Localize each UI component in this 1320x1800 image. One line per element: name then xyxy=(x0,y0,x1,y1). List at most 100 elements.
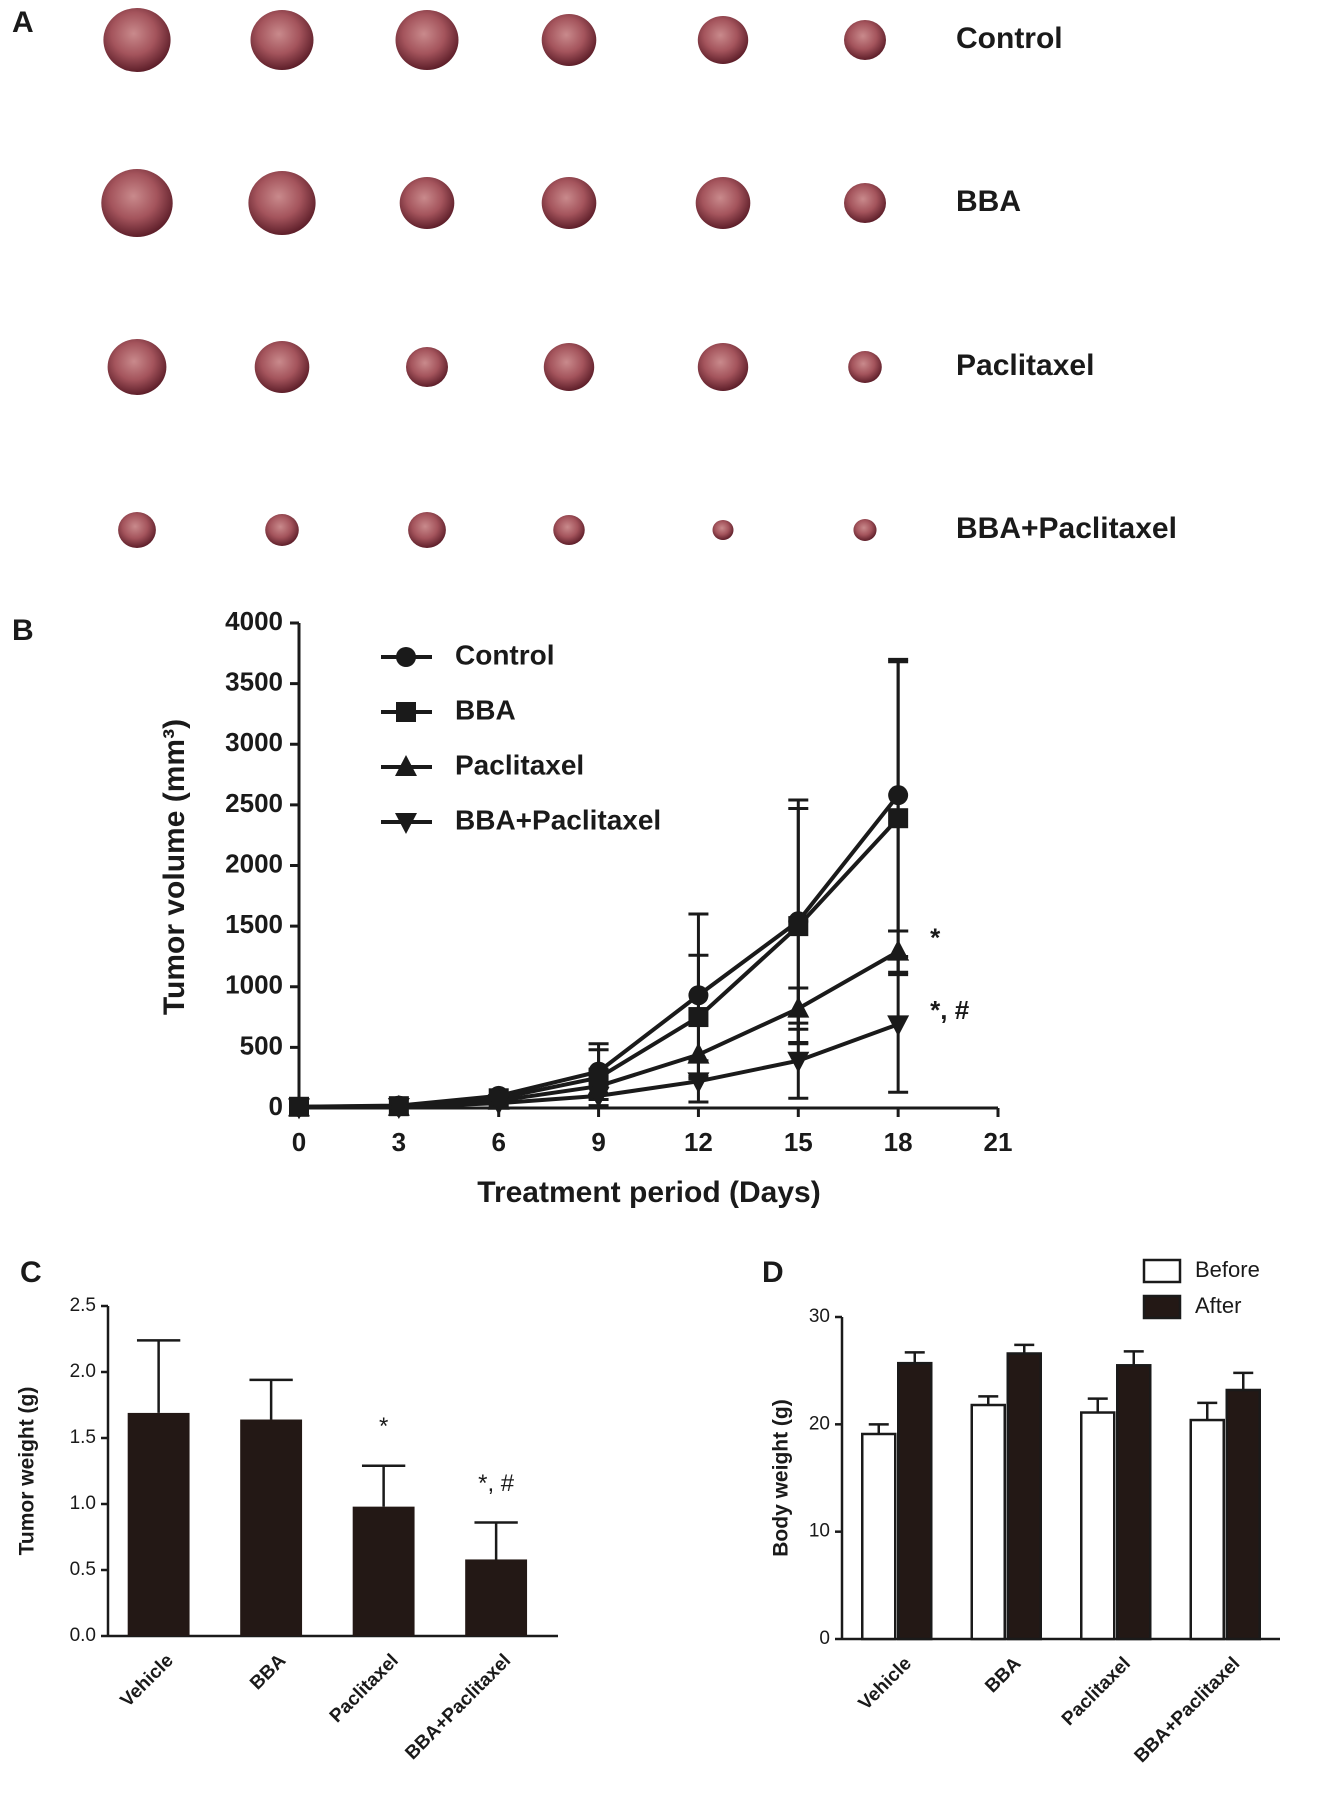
tumor-photo xyxy=(541,177,597,229)
tumor-photo xyxy=(265,514,299,546)
legend-label: BBA+Paclitaxel xyxy=(455,804,661,835)
tumor-photo xyxy=(541,14,597,66)
legend-swatch xyxy=(1142,1258,1182,1284)
error-bar xyxy=(978,1395,999,1406)
annotation: * xyxy=(379,1413,388,1440)
tumor-photo xyxy=(695,177,751,229)
panel-label: B xyxy=(12,614,34,647)
y-tick-label: 3500 xyxy=(225,667,283,697)
legend-marker xyxy=(395,755,417,776)
legend-label: Before xyxy=(1195,1257,1260,1282)
marker xyxy=(888,808,909,829)
x-tick-label: 15 xyxy=(784,1127,813,1157)
tumor-photo xyxy=(543,343,595,391)
error-bar xyxy=(474,1521,518,1560)
tumor-photo xyxy=(848,351,882,383)
x-tick-label: 9 xyxy=(591,1127,605,1157)
tumor-photo xyxy=(248,171,316,235)
marker xyxy=(288,1098,310,1120)
legend-label: After xyxy=(1195,1293,1241,1318)
bar xyxy=(1225,1388,1261,1641)
marker xyxy=(387,1098,410,1120)
bar xyxy=(352,1506,415,1636)
marker xyxy=(587,1086,610,1108)
tumor-photo xyxy=(844,183,886,223)
panel-label: D xyxy=(762,1256,784,1289)
error-bar xyxy=(361,1464,406,1507)
y-tick-label: 500 xyxy=(240,1030,283,1060)
panel-label: C xyxy=(20,1256,42,1289)
y-tick-label: 2.5 xyxy=(70,1295,96,1316)
marker xyxy=(687,1042,710,1064)
row-label: Control xyxy=(956,22,1063,55)
tumor-photo xyxy=(399,177,455,229)
bar xyxy=(127,1412,190,1636)
x-tick-label: 0 xyxy=(292,1127,306,1157)
tumor-photo xyxy=(107,339,167,395)
marker xyxy=(787,996,810,1018)
error-bar xyxy=(868,1423,889,1434)
bar xyxy=(1116,1364,1152,1641)
error-bar xyxy=(904,1351,925,1364)
tumor-photo xyxy=(697,343,749,391)
y-tick-label: 0 xyxy=(269,1091,283,1121)
legend-swatch xyxy=(1142,1294,1182,1320)
tumor-photo xyxy=(712,520,734,540)
y-tick-label: 4000 xyxy=(225,606,283,636)
y-tick-label: 0.0 xyxy=(70,1625,96,1646)
tumor-photo xyxy=(853,519,877,541)
bar xyxy=(240,1419,303,1636)
x-tick-label: 3 xyxy=(392,1127,406,1157)
annotation: *, # xyxy=(930,995,970,1025)
y-tick-label: 1000 xyxy=(225,970,283,1000)
annotation: *, # xyxy=(478,1470,515,1497)
legend-label: Paclitaxel xyxy=(455,749,584,780)
y-tick-label: 2500 xyxy=(225,788,283,818)
annotation: * xyxy=(930,922,941,952)
legend-marker xyxy=(396,702,416,722)
bar xyxy=(465,1559,528,1636)
x-tick-label: 21 xyxy=(984,1127,1013,1157)
tumor-photo xyxy=(408,512,446,548)
tumor-photo xyxy=(250,10,314,70)
row-label: Paclitaxel xyxy=(956,349,1094,382)
y-tick-label: 2.0 xyxy=(70,1361,96,1382)
tumor-photo xyxy=(103,8,171,72)
y-tick-label: 3000 xyxy=(225,727,283,757)
y-tick-label: 0.5 xyxy=(70,1559,96,1580)
y-tick-label: 1.0 xyxy=(70,1493,96,1514)
y-tick-label: 0 xyxy=(819,1628,830,1649)
x-axis-label: Treatment period (Days) xyxy=(477,1176,820,1209)
error-bar xyxy=(1197,1401,1218,1421)
tumor-photo xyxy=(118,512,156,548)
marker xyxy=(688,1007,709,1028)
tumor-photo xyxy=(395,10,459,70)
y-axis-label: Tumor volume (mm³) xyxy=(158,719,191,1015)
error-bar xyxy=(1014,1343,1035,1354)
y-tick-label: 1.5 xyxy=(70,1427,96,1448)
tumor-photo xyxy=(553,515,585,545)
x-tick-label: 12 xyxy=(684,1127,713,1157)
legend-marker xyxy=(395,813,417,834)
row-label: BBA+Paclitaxel xyxy=(956,512,1177,545)
error-bar xyxy=(136,1339,181,1413)
error-bar xyxy=(1087,1397,1108,1413)
error-bar xyxy=(249,1378,293,1420)
y-tick-label: 30 xyxy=(809,1306,830,1327)
y-axis-label: Body weight (g) xyxy=(770,1399,793,1556)
y-tick-label: 1500 xyxy=(225,909,283,939)
tumor-photo xyxy=(101,169,173,237)
y-tick-label: 2000 xyxy=(225,848,283,878)
tumor-photo xyxy=(406,347,448,387)
tumor-photo xyxy=(254,341,310,393)
x-tick-label: 6 xyxy=(491,1127,505,1157)
panel-label: A xyxy=(12,6,34,39)
legend-marker xyxy=(396,647,416,667)
marker xyxy=(487,1094,510,1116)
marker xyxy=(787,1051,810,1073)
bar xyxy=(861,1432,897,1641)
marker xyxy=(788,916,809,937)
y-axis-label: Tumor weight (g) xyxy=(16,1387,39,1556)
